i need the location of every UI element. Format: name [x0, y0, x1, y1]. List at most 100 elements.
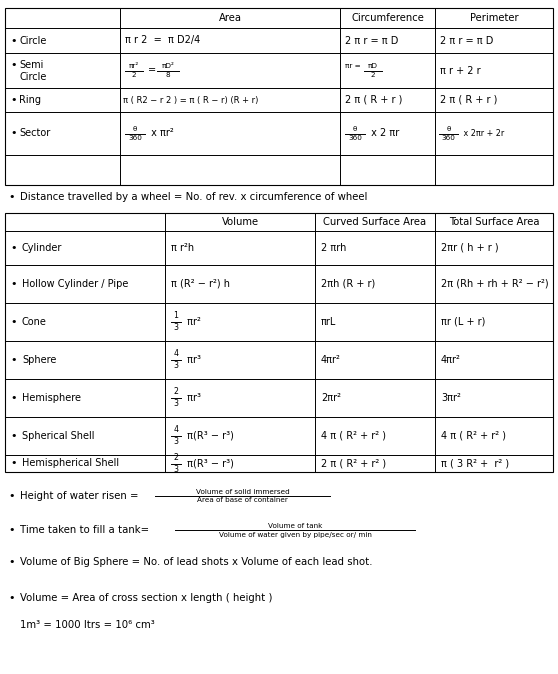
- Text: π r 2  =  π D2/4: π r 2 = π D2/4: [125, 36, 200, 46]
- Text: Semi: Semi: [19, 61, 44, 71]
- Text: Volume of Big Sphere = No. of lead shots x Volume of each lead shot.: Volume of Big Sphere = No. of lead shots…: [20, 557, 373, 567]
- Text: 2πh (R + r): 2πh (R + r): [321, 279, 375, 289]
- Text: 3: 3: [174, 437, 179, 446]
- Text: πr²: πr²: [184, 317, 201, 327]
- Text: 4 π ( R² + r² ): 4 π ( R² + r² ): [321, 431, 386, 441]
- Text: 3: 3: [174, 361, 179, 371]
- Text: 2: 2: [174, 388, 179, 396]
- Text: •: •: [8, 593, 15, 603]
- Text: Cylinder: Cylinder: [22, 243, 62, 253]
- Text: πr²: πr²: [129, 63, 139, 69]
- Text: 3: 3: [174, 324, 179, 332]
- Text: πD: πD: [368, 63, 378, 69]
- Text: 2πr²: 2πr²: [321, 393, 341, 403]
- Text: •: •: [8, 491, 15, 501]
- Text: 3πr²: 3πr²: [441, 393, 461, 403]
- Text: •: •: [10, 95, 17, 105]
- Text: •: •: [10, 129, 17, 138]
- Text: 4 π ( R² + r² ): 4 π ( R² + r² ): [441, 431, 506, 441]
- Text: 4: 4: [174, 350, 179, 359]
- Text: •: •: [10, 393, 17, 403]
- Text: Total Surface Area: Total Surface Area: [449, 217, 539, 227]
- Text: π(R³ − r³): π(R³ − r³): [184, 458, 234, 468]
- Text: •: •: [8, 557, 15, 567]
- Text: 3: 3: [174, 465, 179, 474]
- Text: •: •: [8, 192, 15, 202]
- Text: 8: 8: [166, 72, 170, 78]
- Text: πrL: πrL: [321, 317, 336, 327]
- Text: 4πr²: 4πr²: [321, 355, 341, 365]
- Text: πr =: πr =: [345, 63, 361, 69]
- Text: Volume of solid immersed: Volume of solid immersed: [196, 489, 290, 495]
- Text: Cone: Cone: [22, 317, 47, 327]
- Text: Height of water risen =: Height of water risen =: [20, 491, 142, 501]
- Text: 2 π ( R² + r² ): 2 π ( R² + r² ): [321, 458, 386, 468]
- Text: θ: θ: [353, 126, 357, 132]
- Text: π ( 3 R² +  r² ): π ( 3 R² + r² ): [441, 458, 509, 468]
- Text: Ring: Ring: [19, 95, 41, 105]
- Text: Time taken to fill a tank=: Time taken to fill a tank=: [20, 525, 149, 535]
- Text: •: •: [10, 458, 17, 468]
- Text: •: •: [10, 431, 17, 441]
- Text: =: =: [148, 65, 156, 75]
- Text: 2: 2: [132, 72, 136, 78]
- Text: π r + 2 r: π r + 2 r: [440, 65, 480, 75]
- Text: Perimeter: Perimeter: [470, 13, 518, 23]
- Text: Distance travelled by a wheel = No. of rev. x circumference of wheel: Distance travelled by a wheel = No. of r…: [20, 192, 367, 202]
- Bar: [5, 213, 553, 472]
- Text: x πr²: x πr²: [148, 129, 174, 138]
- Text: θ: θ: [133, 126, 137, 132]
- Text: Hemispherical Shell: Hemispherical Shell: [22, 458, 119, 468]
- Text: 360: 360: [441, 135, 455, 141]
- Text: x 2 πr: x 2 πr: [368, 129, 400, 138]
- Text: Volume of tank: Volume of tank: [268, 522, 322, 528]
- Text: π(R³ − r³): π(R³ − r³): [184, 431, 234, 441]
- Text: Circle: Circle: [19, 36, 46, 46]
- Text: π r²h: π r²h: [171, 243, 194, 253]
- Text: 2: 2: [174, 453, 179, 462]
- Text: 360: 360: [128, 135, 142, 141]
- Text: θ: θ: [446, 126, 451, 132]
- Text: π ( R2 − r 2 ) = π ( R − r) (R + r): π ( R2 − r 2 ) = π ( R − r) (R + r): [123, 96, 258, 104]
- Text: 2 π ( R + r ): 2 π ( R + r ): [345, 95, 402, 105]
- Text: •: •: [10, 317, 17, 327]
- Text: Circumference: Circumference: [351, 13, 424, 23]
- Bar: [5, 8, 553, 185]
- Text: 2 π r = π D: 2 π r = π D: [345, 36, 398, 46]
- Text: Hollow Cylinder / Pipe: Hollow Cylinder / Pipe: [22, 279, 128, 289]
- Text: •: •: [10, 355, 17, 365]
- Text: Area: Area: [219, 13, 242, 23]
- Text: 2 π r = π D: 2 π r = π D: [440, 36, 493, 46]
- Text: πr³: πr³: [184, 355, 201, 365]
- Text: Area of base of container: Area of base of container: [197, 497, 288, 503]
- Text: πr³: πr³: [184, 393, 201, 403]
- Text: 1: 1: [174, 311, 179, 321]
- Text: 2π (Rh + rh + R² − r²): 2π (Rh + rh + R² − r²): [441, 279, 549, 289]
- Text: 360: 360: [348, 135, 362, 141]
- Text: 3: 3: [174, 400, 179, 408]
- Text: Sector: Sector: [19, 129, 50, 138]
- Text: Volume: Volume: [222, 217, 258, 227]
- Text: 4: 4: [174, 425, 179, 435]
- Text: 2 π ( R + r ): 2 π ( R + r ): [440, 95, 497, 105]
- Text: πD²: πD²: [162, 63, 175, 69]
- Text: Hemisphere: Hemisphere: [22, 393, 81, 403]
- Text: •: •: [10, 36, 17, 46]
- Text: •: •: [8, 525, 15, 535]
- Text: Sphere: Sphere: [22, 355, 56, 365]
- Text: πr (L + r): πr (L + r): [441, 317, 485, 327]
- Text: x 2πr + 2r: x 2πr + 2r: [461, 129, 504, 138]
- Text: Volume of water given by pipe/sec or/ min: Volume of water given by pipe/sec or/ mi…: [219, 532, 372, 537]
- Text: •: •: [10, 243, 17, 253]
- Text: 2: 2: [371, 72, 376, 78]
- Text: 2 πrh: 2 πrh: [321, 243, 347, 253]
- Text: •: •: [10, 279, 17, 289]
- Text: π (R² − r²) h: π (R² − r²) h: [171, 279, 230, 289]
- Text: 1m³ = 1000 ltrs = 10⁶ cm³: 1m³ = 1000 ltrs = 10⁶ cm³: [20, 620, 155, 630]
- Text: Curved Surface Area: Curved Surface Area: [324, 217, 426, 227]
- Text: Spherical Shell: Spherical Shell: [22, 431, 94, 441]
- Text: •: •: [10, 61, 17, 71]
- Text: Circle: Circle: [19, 73, 46, 82]
- Text: 4πr²: 4πr²: [441, 355, 461, 365]
- Text: Volume = Area of cross section x length ( height ): Volume = Area of cross section x length …: [20, 593, 272, 603]
